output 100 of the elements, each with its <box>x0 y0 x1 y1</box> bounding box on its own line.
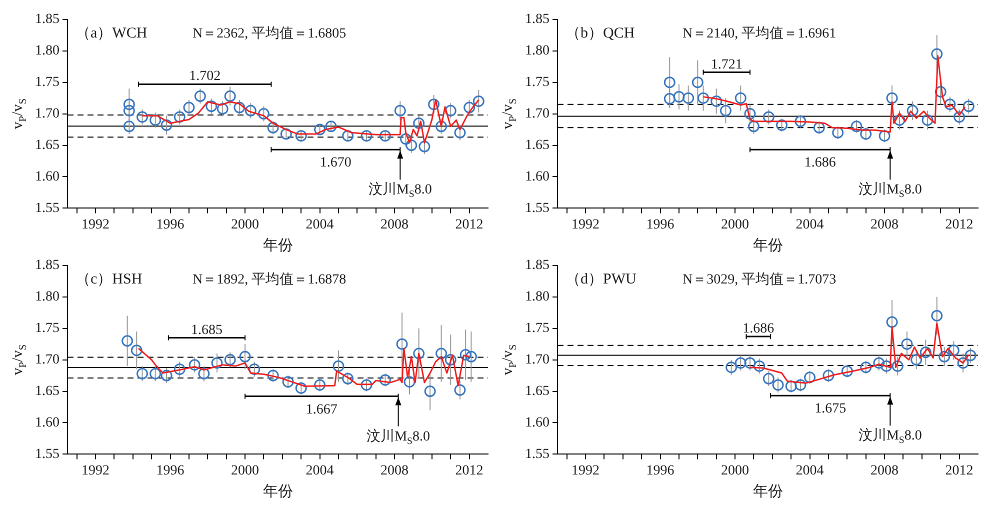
point <box>234 102 246 114</box>
text: N＝1892, 平均值＝1.6878 <box>192 271 346 288</box>
point <box>813 122 825 134</box>
point <box>379 374 391 386</box>
x-tick-label: 2008 <box>870 217 899 232</box>
x-tick-label: 1992 <box>82 463 110 478</box>
y-tick-label: 1.80 <box>525 44 550 59</box>
chart-title: （d）PWU <box>566 271 636 288</box>
point <box>964 350 976 362</box>
y-tick-label: 1.70 <box>35 352 60 368</box>
point <box>454 126 466 138</box>
point <box>910 354 922 366</box>
annotation: 1.702 <box>189 69 221 84</box>
point <box>734 92 746 104</box>
x-tick-label: 2004 <box>306 217 334 232</box>
chart-title: （a）WCH <box>76 25 148 42</box>
point <box>698 92 710 104</box>
text: N＝3029, 平均值＝1.7073 <box>682 271 836 288</box>
y-tick-label: 1.70 <box>35 106 60 122</box>
point <box>804 372 816 384</box>
point <box>460 349 472 361</box>
point <box>406 140 418 152</box>
point <box>920 346 932 358</box>
y-tick-label: 1.65 <box>525 138 550 153</box>
y-tick-label: 1.70 <box>525 106 550 122</box>
point <box>931 310 943 322</box>
point <box>267 370 279 382</box>
point <box>194 90 206 102</box>
point <box>850 120 862 132</box>
y-tick-label: 1.75 <box>35 75 60 90</box>
point <box>183 102 195 114</box>
point <box>772 379 784 391</box>
point <box>901 338 913 350</box>
point <box>948 344 960 356</box>
point <box>428 98 440 110</box>
y-axis-title: vP/vS <box>500 98 519 130</box>
x-tick-label: 2012 <box>945 217 974 232</box>
x-tick-label: 1996 <box>646 217 674 232</box>
point <box>216 103 228 115</box>
x-tick-label: 1992 <box>82 217 110 232</box>
annotation: 1.667 <box>306 402 338 418</box>
point <box>379 130 391 142</box>
x-tick-label: 2000 <box>721 463 750 478</box>
point <box>160 370 172 382</box>
text: N＝2362, 平均值＝1.6805 <box>192 25 346 42</box>
point <box>892 360 904 372</box>
point <box>360 379 372 391</box>
point <box>267 122 279 134</box>
point <box>444 354 456 366</box>
x-tick-label: 2008 <box>380 217 409 232</box>
x-tick-label: 1996 <box>646 463 674 478</box>
y-tick-label: 1.60 <box>35 415 60 430</box>
point <box>174 111 186 123</box>
annotation: 1.685 <box>190 322 222 338</box>
point <box>130 344 142 356</box>
point <box>248 363 260 375</box>
point <box>762 372 774 384</box>
x-tick-label: 1992 <box>572 217 600 232</box>
point <box>211 357 223 369</box>
point <box>244 104 256 116</box>
point <box>744 357 756 369</box>
annotation: 1.686 <box>742 322 774 337</box>
x-tick-label: 1996 <box>156 217 184 232</box>
point <box>413 348 425 360</box>
x-tick-label: 1996 <box>156 463 184 478</box>
point <box>744 108 756 120</box>
point <box>444 104 456 116</box>
point <box>314 379 326 391</box>
point <box>710 95 722 107</box>
point <box>413 117 425 129</box>
point <box>938 350 950 362</box>
point <box>754 360 766 372</box>
y-tick-label: 1.55 <box>525 200 550 216</box>
point <box>832 126 844 138</box>
point <box>465 350 477 362</box>
point <box>206 100 218 112</box>
point <box>136 111 148 123</box>
point <box>123 104 135 116</box>
x-tick-label: 2008 <box>380 463 409 478</box>
point <box>880 360 892 372</box>
point <box>682 92 694 104</box>
point <box>822 370 834 382</box>
point <box>762 111 774 123</box>
point <box>239 350 251 362</box>
point <box>906 104 918 116</box>
point <box>394 104 406 116</box>
y-tick-label: 1.75 <box>525 75 550 90</box>
x-axis-title: 年份 <box>262 237 293 254</box>
y-axis-title: vP/vS <box>10 344 29 376</box>
point <box>325 120 337 132</box>
x-tick-label: 2012 <box>945 463 974 478</box>
point <box>314 124 326 136</box>
x-tick-label: 2004 <box>796 217 824 232</box>
point <box>396 338 408 350</box>
y-tick-label: 1.65 <box>525 384 550 399</box>
x-axis-title: 年份 <box>752 237 783 254</box>
point <box>123 120 135 132</box>
point <box>188 359 200 371</box>
point <box>436 120 448 132</box>
y-tick-label: 1.80 <box>35 44 60 59</box>
